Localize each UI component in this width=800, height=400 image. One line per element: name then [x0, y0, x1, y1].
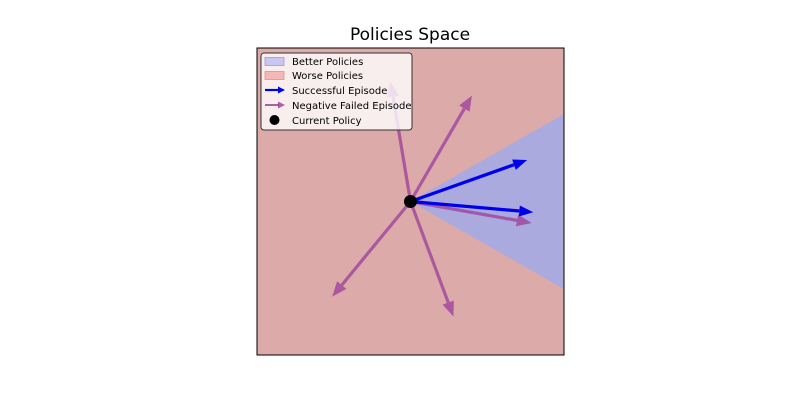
failed-episode-arrow — [409, 200, 454, 317]
legend-failed-arrow-icon — [265, 101, 285, 109]
legend: Better Policies Worse Policies Successfu… — [260, 52, 413, 131]
current-policy-point — [404, 195, 417, 208]
chart-title: Policies Space — [350, 25, 470, 45]
legend-current-policy-dot — [269, 115, 280, 125]
successful-episode-arrow — [410, 199, 534, 217]
legend-worse-swatch — [264, 71, 285, 80]
failed-episode-arrow — [409, 95, 472, 203]
legend-label-successful: Successful Episode — [292, 86, 387, 97]
legend-successful-arrow-icon — [265, 86, 285, 94]
legend-better-swatch — [264, 57, 285, 66]
legend-box — [260, 52, 413, 131]
successful-episode-arrow — [409, 159, 528, 204]
successful-episode-arrows — [409, 159, 534, 217]
better-policies-region — [410, 114, 564, 289]
plot-frame — [256, 47, 565, 356]
legend-label-worse: Worse Policies — [292, 71, 363, 82]
legend-label-failed: Negative Failed Episode — [292, 101, 412, 112]
failed-episode-arrow — [332, 200, 412, 297]
legend-label-current-policy: Current Policy — [292, 116, 362, 127]
legend-label-better: Better Policies — [292, 57, 363, 68]
